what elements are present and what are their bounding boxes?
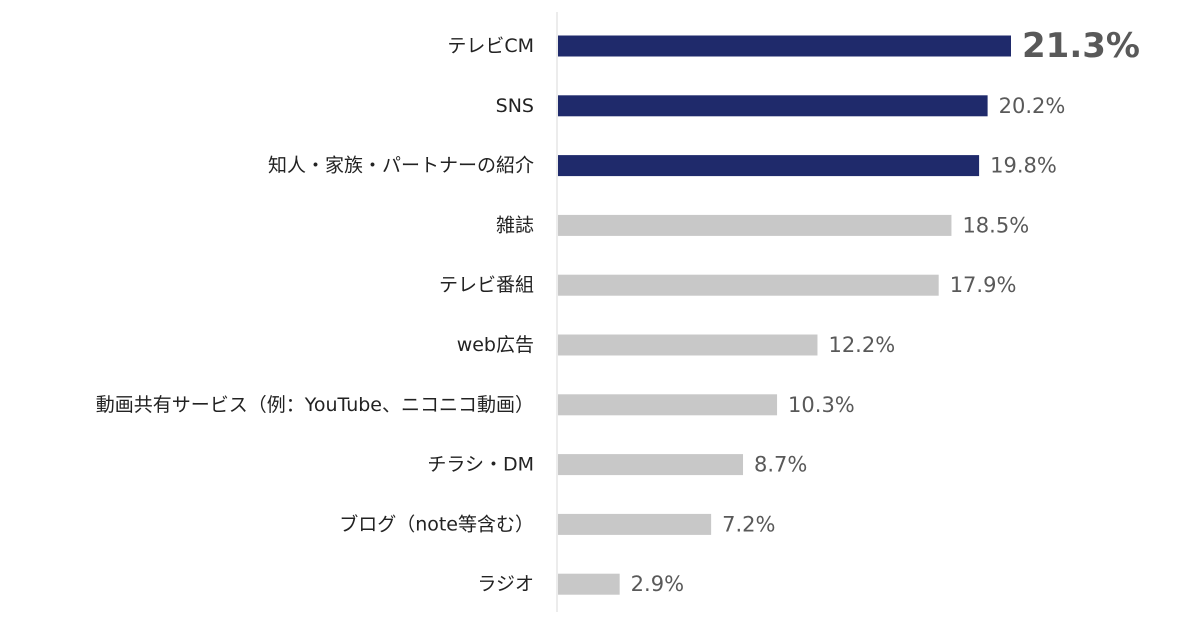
value-label: 20.2% (999, 94, 1066, 118)
category-label: 雑誌 (496, 214, 534, 236)
value-label: 2.9% (631, 572, 684, 596)
value-label: 18.5% (962, 213, 1029, 237)
bar (558, 454, 744, 476)
value-label: 8.7% (754, 453, 807, 477)
category-label: ラジオ (477, 573, 534, 595)
category-label: web広告 (457, 334, 534, 356)
category-label: テレビCM (447, 35, 534, 57)
bar (558, 573, 620, 595)
category-label: 知人・家族・パートナーの紹介 (268, 155, 534, 177)
bar (558, 513, 712, 535)
bar (558, 95, 988, 117)
category-label: チラシ・DM (427, 454, 534, 476)
value-label: 10.3% (788, 393, 855, 417)
category-label: SNS (496, 95, 534, 117)
bar (558, 35, 1011, 57)
bar (558, 274, 939, 296)
value-label: 17.9% (950, 273, 1017, 297)
bar (558, 394, 778, 416)
category-label: 動画共有サービス（例：YouTube、ニコニコ動画） (96, 394, 534, 416)
value-label: 21.3% (1022, 26, 1140, 66)
value-label: 19.8% (990, 154, 1057, 178)
value-label: 12.2% (828, 333, 895, 357)
bar (558, 334, 818, 356)
value-label: 7.2% (722, 512, 775, 536)
bar (558, 214, 952, 236)
category-label: テレビ番組 (439, 274, 534, 296)
bar (558, 155, 980, 177)
category-label: ブログ（note等含む） (339, 512, 534, 535)
